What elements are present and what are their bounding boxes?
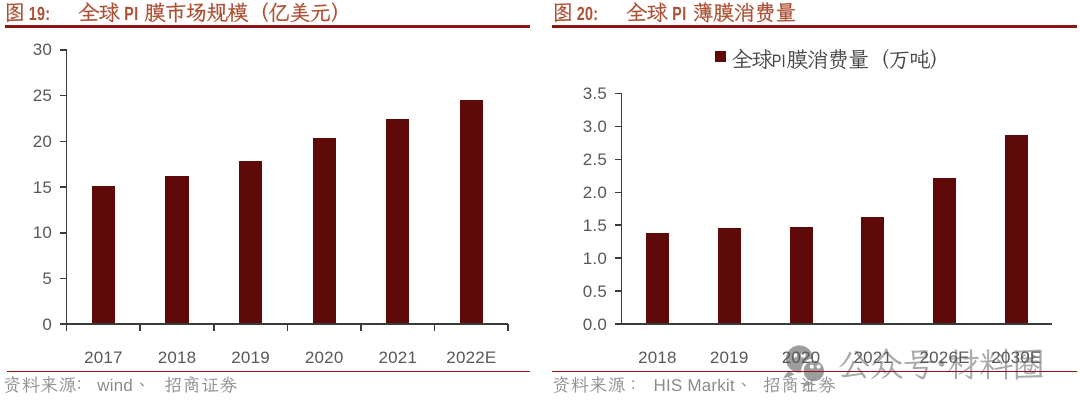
- source-divider: [7, 370, 530, 373]
- y-tick: [60, 186, 67, 188]
- x-tick-label: 2019: [231, 347, 270, 367]
- y-tick-label: 1.5: [582, 215, 607, 235]
- y-tick: [60, 277, 67, 280]
- y-tick-label: 10: [32, 223, 52, 243]
- x-tick: [139, 324, 141, 331]
- x-axis: [621, 323, 1053, 325]
- chart-title: [6, 2, 338, 23]
- y-tick-label: 5: [42, 269, 52, 288]
- bar-2019: [717, 227, 741, 325]
- source-note: [553, 376, 835, 393]
- y-tick: [614, 257, 622, 259]
- y-tick-label: 15: [32, 177, 52, 197]
- y-tick-label: 30: [32, 40, 52, 60]
- chart-title: [554, 2, 796, 23]
- y-tick-label: 2.5: [582, 149, 607, 169]
- y-tick: [614, 125, 622, 128]
- y-tick: [614, 290, 622, 292]
- y-tick: [614, 158, 622, 161]
- x-tick-label: 2019: [709, 347, 749, 367]
- x-tick-label: 2021: [378, 347, 418, 367]
- bar-2020: [789, 226, 813, 325]
- y-tick: [60, 323, 67, 325]
- x-tick-label: 2021: [853, 347, 893, 367]
- y-tick-label: 20: [32, 131, 52, 151]
- y-tick-label: 3.0: [582, 116, 607, 136]
- bar-2019: [239, 160, 263, 325]
- y-tick: [60, 94, 67, 97]
- source-divider: [551, 370, 1077, 373]
- y-axis: [65, 49, 68, 331]
- y-tick-label: 0.0: [582, 314, 607, 334]
- y-axis: [620, 93, 623, 325]
- bar-2030E: [1004, 134, 1028, 325]
- x-tick-label: 2030E: [991, 347, 1042, 367]
- title-underline: [5, 25, 530, 29]
- bar-2017: [91, 186, 115, 325]
- x-tick-label: 2017: [84, 347, 123, 367]
- bar-2021: [861, 216, 885, 325]
- y-tick-label: 2.0: [582, 182, 607, 202]
- bar-2026E: [933, 178, 957, 325]
- y-tick-label: 1.0: [582, 248, 607, 268]
- bar-2018: [645, 232, 669, 325]
- x-tick: [433, 324, 436, 331]
- x-tick-label: 2018: [638, 347, 677, 367]
- legend-label: [732, 48, 936, 70]
- y-tick-label: 0: [42, 314, 52, 334]
- x-tick: [507, 324, 509, 331]
- x-tick: [286, 324, 289, 331]
- y-tick-label: 25: [32, 86, 52, 106]
- title-underline: [551, 25, 1077, 29]
- x-tick-label: 2026E: [919, 347, 970, 367]
- chart-pi-film-consumption: 0.0 0.5 1.0 1.5 2.0 2.5 3.0 3.5 2018 2019 2020 2021…: [540, 0, 1080, 408]
- x-tick-label: 2020: [781, 347, 821, 367]
- x-tick-label: 2022E: [446, 347, 497, 367]
- y-tick: [614, 191, 622, 194]
- y-tick: [60, 140, 67, 143]
- bar-2021: [386, 119, 410, 325]
- chart-pi-film-market-size: 0 5 10 15 20 25 30 2017 2018 2019 2020 2021 2022E: [4, 2, 530, 393]
- source-note: [4, 376, 237, 393]
- y-tick-label: 0.5: [582, 281, 607, 301]
- y-tick: [614, 92, 622, 95]
- y-tick: [614, 224, 622, 226]
- y-tick-label: 3.5: [582, 83, 607, 103]
- bar-2022E: [459, 100, 483, 325]
- bar-2020: [312, 137, 336, 325]
- y-tick: [60, 49, 67, 51]
- x-tick: [213, 324, 215, 331]
- y-tick: [60, 232, 67, 234]
- y-tick: [614, 323, 622, 325]
- x-tick-label: 2020: [304, 347, 344, 367]
- bar-2018: [165, 176, 189, 325]
- legend-marker: [714, 51, 726, 63]
- x-tick-label: 2018: [157, 347, 197, 367]
- x-tick: [360, 324, 362, 331]
